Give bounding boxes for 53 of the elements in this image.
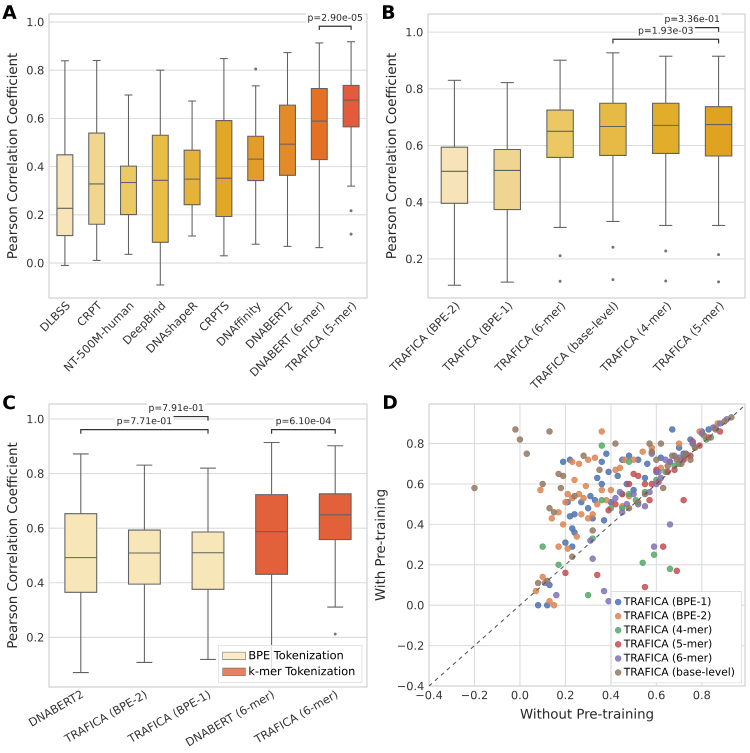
- annotation: p=7.91e-01: [149, 404, 204, 413]
- legend-label: TRAFICA (6-mer): [624, 653, 712, 663]
- legend-label: TRAFICA (4-mer): [624, 625, 712, 635]
- y-tick-label: 0.2: [27, 210, 44, 220]
- chart-title: A: [2, 5, 17, 19]
- y-axis-title: With Pre-training: [374, 490, 388, 601]
- y-tick-label: −0.2: [398, 641, 424, 650]
- x-axis-title: Without Pre-training: [520, 708, 653, 722]
- y-axis-title: Pearson Correlation Coefficient: [6, 442, 18, 648]
- y-tick-label: 0.6: [407, 480, 424, 488]
- x-tick-label: 0.0: [512, 690, 528, 700]
- y-tick-label: 0.2: [407, 560, 424, 570]
- y-axis-title: Pearson Correlation Coefficient: [6, 53, 18, 258]
- y-tick-label: 0.0: [27, 258, 44, 268]
- annotation: p=3.36e-01: [665, 15, 720, 24]
- y-tick-label: 0.8: [27, 66, 44, 74]
- y-tick-label: 1.0: [28, 414, 44, 424]
- y-tick-label: 0.4: [407, 520, 424, 529]
- legend-label: TRAFICA (5-mer): [624, 639, 712, 649]
- y-tick-label: 0.6: [27, 114, 44, 123]
- annotation: p=7.71e-01: [118, 417, 172, 426]
- y-tick-label: −0.4: [398, 682, 424, 690]
- y-tick-label: 0.4: [27, 578, 44, 588]
- chart-title: D: [384, 395, 397, 409]
- y-tick-label: 0.8: [407, 439, 424, 448]
- legend-label: TRAFICA (base-level): [624, 667, 734, 677]
- annotation: p=6.10e-04: [276, 417, 331, 426]
- legend-label: BPE Tokenization: [249, 650, 343, 660]
- legend-label: TRAFICA (BPE-2): [624, 611, 710, 621]
- legend-label: k-mer Tokenization: [249, 666, 354, 676]
- y-tick-label: 0.4: [406, 198, 423, 206]
- legend-label: TRAFICA (BPE-1): [624, 597, 710, 607]
- y-tick-label: 0.2: [27, 633, 44, 642]
- y-axis-title: Pearson Correlation Coefficient: [386, 53, 396, 258]
- annotation: p=2.90e-05: [308, 14, 362, 23]
- x-tick-label: 0.2: [557, 690, 574, 700]
- x-tick-label: 0.6: [648, 690, 665, 700]
- y-tick-label: 0.4: [27, 162, 44, 171]
- y-tick-label: 0.2: [406, 254, 422, 264]
- y-tick-label: 0.6: [27, 524, 44, 532]
- y-tick-label: 0.0: [407, 600, 424, 610]
- x-tick-label: 0.8: [694, 690, 710, 700]
- y-tick-label: 0.8: [406, 84, 423, 94]
- y-tick-label: 0.8: [27, 469, 44, 478]
- y-tick-label: 0.6: [406, 141, 423, 150]
- chart-title: C: [3, 395, 15, 410]
- x-tick-label: −0.4: [416, 690, 442, 700]
- y-tick-label: 1.0: [406, 28, 423, 36]
- chart-title: B: [382, 5, 394, 19]
- x-tick-label: −0.2: [462, 690, 488, 700]
- y-tick-label: 1.0: [28, 18, 44, 26]
- annotation: p=1.93e-03: [638, 26, 693, 36]
- x-tick-label: 0.4: [602, 690, 620, 700]
